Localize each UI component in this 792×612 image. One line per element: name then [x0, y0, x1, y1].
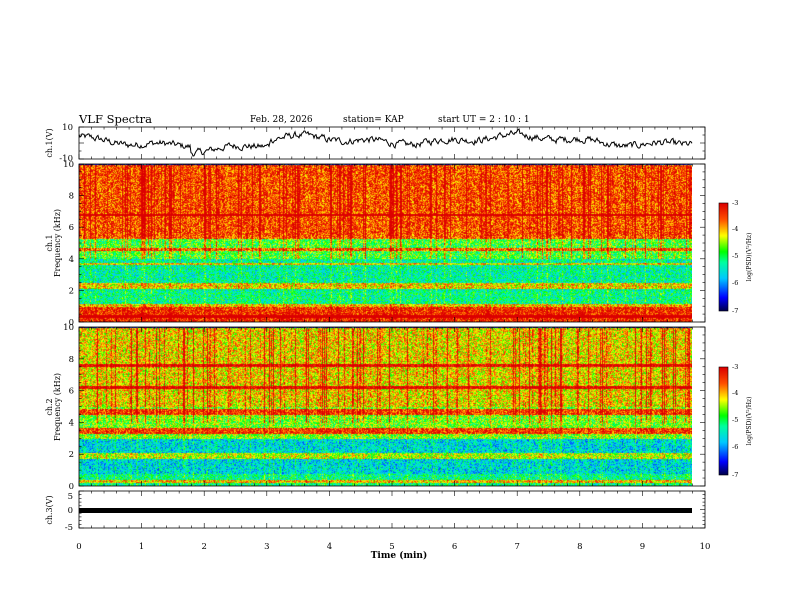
- ch3-ytick-mid: 0: [68, 506, 73, 516]
- ch1-waveform-panel: 10 -10 ch.1(V): [45, 123, 706, 164]
- ch1-colorbar: [719, 203, 728, 311]
- ch1-spectrogram-panel: 0 2 4 6 8 10 ch.1 Frequency (kHz) -3 -4 -5 -6…: [45, 160, 753, 328]
- y-tick-label: 10: [63, 323, 74, 333]
- y-tick-label: 4: [69, 255, 74, 265]
- y-tick-label: 2: [69, 450, 74, 460]
- ch3-trace-line: [79, 508, 692, 513]
- y-tick-label: 6: [69, 387, 74, 397]
- ch2-colorbar-tick: -4: [732, 389, 738, 397]
- figure-date: Feb. 28, 2026: [250, 115, 313, 125]
- x-tick-label: 5: [389, 542, 394, 552]
- ch1-ytick-top: 10: [62, 123, 73, 133]
- ch1-waveform-ticks: [78, 126, 706, 160]
- x-axis-tick-labels: 0 1 2 3 4 5 6 7 8 9 10: [76, 542, 710, 552]
- figure-title: VLF Spectra: [78, 112, 152, 126]
- ch1-colorbar-tick: -7: [732, 307, 738, 315]
- y-tick-label: 0: [69, 482, 74, 492]
- ch1-colorbar-tick: -6: [732, 279, 738, 287]
- ch2-spectrogram-ylabel: Frequency (kHz): [53, 373, 62, 441]
- ch2-colorbar-tick: -3: [732, 363, 738, 371]
- x-tick-label: 9: [640, 542, 645, 552]
- ch2-colorbar: [719, 367, 728, 475]
- ch2-colorbar-tick: -7: [732, 471, 738, 479]
- x-tick-label: 7: [514, 542, 519, 552]
- y-tick-label: 0: [69, 318, 74, 328]
- ch3-ytick-top: 5: [68, 492, 73, 502]
- x-tick-label: 4: [327, 542, 332, 552]
- ch3-trace-ticks: [78, 490, 706, 529]
- ch2-spectrogram-yticklabels: 0 2 4 6 8 10: [63, 323, 74, 492]
- ch1-colorbar-tick: -5: [732, 252, 738, 260]
- ch3-ytick-bottom: -5: [65, 523, 73, 533]
- ch1-colorbar-frame: [718, 202, 729, 312]
- y-tick-label: 2: [69, 286, 74, 296]
- ch1-waveform-line: [78, 128, 693, 157]
- ch1-ytick-bottom: -10: [59, 154, 73, 164]
- y-tick-label: 10: [63, 160, 74, 170]
- ch2-spectrogram-ylabel-channel: ch.2: [45, 398, 54, 415]
- y-tick-label: 8: [69, 355, 74, 365]
- ch2-colorbar-tick: -5: [732, 416, 738, 424]
- x-tick-label: 8: [577, 542, 582, 552]
- ch2-colorbar-frame: [718, 366, 729, 476]
- ch1-spectrogram-ylabel-channel: ch.1: [45, 234, 54, 251]
- y-tick-label: 4: [69, 418, 74, 428]
- ch2-spectrogram-image: [79, 327, 692, 486]
- ch1-ylabel: ch.1(V): [45, 128, 54, 157]
- ch1-spectrogram-yticklabels: 0 2 4 6 8 10: [63, 160, 74, 328]
- ch1-colorbar-tick: -3: [732, 199, 738, 207]
- figure-station: station= KAP: [343, 115, 404, 125]
- ch3-trace-panel: 5 0 -5 ch.3(V): [45, 490, 706, 533]
- ch2-colorbar-tick: -6: [732, 443, 738, 451]
- ch2-spectrogram-panel: 0 2 4 6 8 10 ch.2 Frequency (kHz) -3 -4 -5 -6…: [45, 323, 753, 492]
- x-tick-label: 2: [201, 542, 206, 552]
- figure-start-time: start UT = 2 : 10 : 1: [438, 115, 530, 125]
- ch1-spectrogram-ylabel: Frequency (kHz): [53, 209, 62, 277]
- y-tick-label: 8: [69, 192, 74, 202]
- ch3-ylabel: ch.3(V): [45, 495, 54, 524]
- ch1-spectrogram-ticks: [78, 163, 706, 323]
- x-tick-label: 6: [452, 542, 457, 552]
- ch2-colorbar-label: log(PSD)(V²/Hz): [746, 397, 753, 446]
- ch1-colorbar-tick: -4: [732, 225, 738, 233]
- y-tick-label: 6: [69, 223, 74, 233]
- x-tick-label: 0: [76, 542, 81, 552]
- x-tick-label: 10: [700, 542, 711, 552]
- ch2-spectrogram-ticks: [78, 326, 706, 487]
- x-tick-label: 1: [139, 542, 144, 552]
- ch1-colorbar-label: log(PSD)(V²/Hz): [746, 233, 753, 282]
- x-axis-label: Time (min): [371, 550, 428, 561]
- ch1-spectrogram-image: [79, 164, 692, 322]
- x-tick-label: 3: [264, 542, 269, 552]
